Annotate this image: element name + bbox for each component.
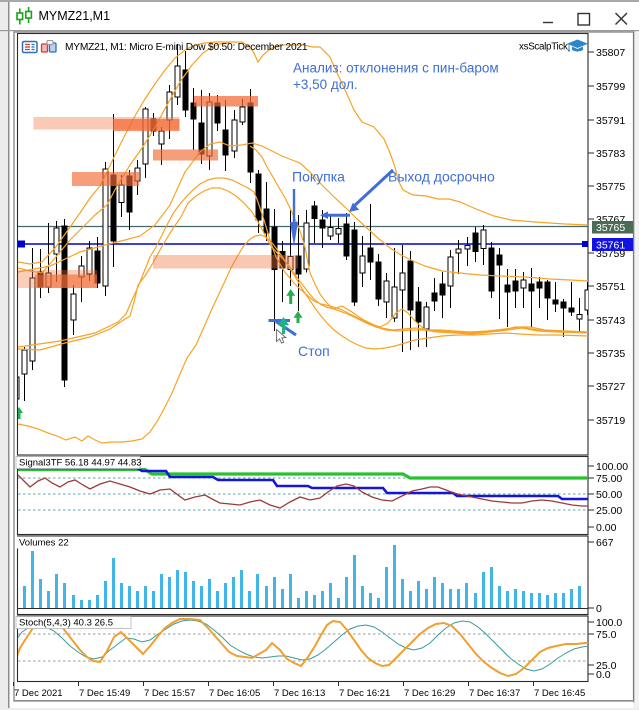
svg-text:0.0: 0.0 — [596, 669, 611, 681]
svg-text:35791: 35791 — [596, 115, 625, 127]
svg-text:Покупка: Покупка — [292, 169, 345, 185]
svg-text:35807: 35807 — [596, 47, 625, 59]
svg-text:7 Dec 16:45: 7 Dec 16:45 — [534, 688, 585, 699]
svg-text:Стоп: Стоп — [298, 343, 330, 359]
svg-text:Анализ: отклонения с пин-баром: Анализ: отклонения с пин-баром — [293, 61, 499, 76]
svg-text:0.00: 0.00 — [596, 522, 617, 534]
svg-text:7 Dec 16:13: 7 Dec 16:13 — [274, 688, 325, 699]
svg-text:0: 0 — [596, 603, 602, 615]
svg-text:100.00: 100.00 — [596, 461, 628, 473]
svg-text:75.00: 75.00 — [596, 473, 622, 485]
svg-text:35765: 35765 — [596, 222, 625, 234]
svg-text:xsScalpTick: xsScalpTick — [519, 42, 568, 53]
svg-text:7 Dec 16:29: 7 Dec 16:29 — [404, 688, 455, 699]
svg-text:25.0: 25.0 — [596, 660, 617, 672]
svg-text:7 Dec 2021: 7 Dec 2021 — [14, 688, 63, 699]
svg-text:7 Dec 15:57: 7 Dec 15:57 — [144, 688, 195, 699]
svg-text:35775: 35775 — [596, 181, 625, 193]
svg-text:Stoch(5,4,3) 40.3 26.5: Stoch(5,4,3) 40.3 26.5 — [19, 618, 113, 629]
svg-text:35743: 35743 — [596, 315, 625, 327]
svg-text:Signal3TF 56.18 44.97 44.83: Signal3TF 56.18 44.97 44.83 — [19, 458, 142, 469]
svg-text:75.0: 75.0 — [596, 629, 617, 641]
svg-text:25.00: 25.00 — [596, 505, 622, 517]
svg-text:7 Dec 16:37: 7 Dec 16:37 — [469, 688, 520, 699]
svg-text:35735: 35735 — [596, 348, 625, 360]
svg-text:MYMZ21, M1: Micro E-mini Dow: MYMZ21, M1: Micro E-mini Dow $0.50: Dece… — [65, 42, 308, 53]
svg-text:35799: 35799 — [596, 81, 625, 93]
svg-text:7 Dec 16:21: 7 Dec 16:21 — [339, 688, 390, 699]
svg-text:MYMZ21,M1: MYMZ21,M1 — [39, 9, 111, 23]
svg-text:7 Dec 15:49: 7 Dec 15:49 — [79, 688, 130, 699]
svg-text:50.00: 50.00 — [596, 489, 622, 501]
svg-text:Выход досрочно: Выход досрочно — [388, 169, 495, 185]
svg-text:35727: 35727 — [596, 381, 625, 393]
svg-text:667: 667 — [596, 537, 614, 549]
svg-text:100.0: 100.0 — [596, 617, 622, 629]
svg-text:7 Dec 16:05: 7 Dec 16:05 — [209, 688, 260, 699]
svg-text:Volumes 22: Volumes 22 — [19, 538, 69, 549]
svg-text:+3,50 дол.: +3,50 дол. — [293, 77, 358, 92]
svg-text:35783: 35783 — [596, 148, 625, 160]
svg-text:35719: 35719 — [596, 415, 625, 427]
svg-text:35761: 35761 — [596, 239, 625, 251]
svg-text:35751: 35751 — [596, 281, 625, 293]
